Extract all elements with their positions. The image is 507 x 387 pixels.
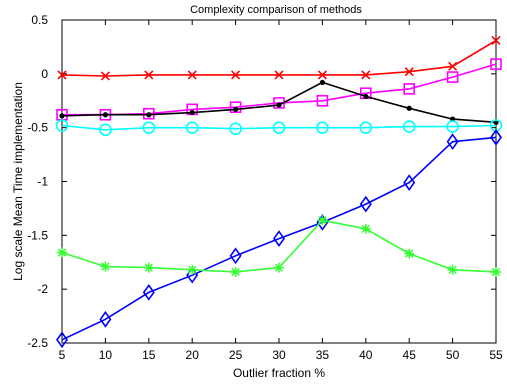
data-point-dot-icon	[102, 112, 108, 118]
y-tick-label: -1.5	[27, 228, 48, 242]
data-point-dot-icon	[233, 106, 239, 112]
data-point-dot-icon	[276, 102, 282, 108]
y-tick-label: 0	[41, 67, 48, 81]
data-point-circle-icon	[99, 123, 112, 137]
data-point-circle-icon	[402, 120, 416, 133]
data-point-circle-icon	[142, 121, 156, 134]
data-point-diamond-icon	[56, 331, 68, 349]
data-point-diamond-icon	[446, 133, 459, 151]
y-tick-label: -1	[37, 175, 48, 189]
data-point-square-icon	[316, 94, 329, 107]
data-point-square-icon	[229, 101, 242, 114]
data-point-circle-icon	[446, 120, 459, 133]
data-point-x-icon	[187, 70, 197, 80]
y-tick-label: -2	[37, 282, 48, 296]
x-tick-label: 25	[229, 348, 243, 362]
data-point-square-icon	[490, 58, 502, 70]
data-point-asterisk-icon	[274, 262, 284, 273]
y-tick-label: 0.5	[31, 13, 48, 27]
x-axis: 5 10 15 20 25 30 35 40 45 50 55	[59, 20, 503, 362]
x-tick-label: 50	[446, 348, 460, 362]
data-point-diamond-icon	[403, 174, 416, 191]
data-point-diamond-icon	[142, 284, 155, 301]
x-tick-label: 35	[316, 348, 330, 362]
data-point-x-icon	[57, 70, 67, 80]
data-point-dot-icon	[146, 112, 152, 118]
data-point-x-icon	[274, 70, 284, 80]
y-tick-label: -2.5	[27, 336, 48, 350]
data-point-circle-icon	[272, 121, 286, 134]
data-point-dot-icon	[450, 116, 456, 122]
data-point-diamond-icon	[490, 128, 502, 146]
x-tick-label: 20	[186, 348, 200, 362]
x-tick-label: 55	[489, 348, 503, 362]
data-point-x-icon	[317, 70, 327, 80]
data-point-x-icon	[361, 70, 371, 80]
series-layer	[55, 35, 503, 349]
data-point-dot-icon	[59, 113, 65, 119]
series-0	[57, 35, 501, 81]
data-point-diamond-icon	[273, 230, 285, 247]
series-5	[57, 215, 501, 277]
x-tick-label: 15	[142, 348, 156, 362]
series-4	[56, 128, 502, 349]
data-point-x-icon	[100, 71, 110, 81]
data-point-x-icon	[491, 35, 501, 46]
data-point-x-icon	[231, 70, 241, 80]
data-point-dot-icon	[406, 105, 412, 111]
data-point-dot-icon	[363, 93, 369, 100]
data-point-x-icon	[404, 67, 414, 77]
data-point-asterisk-icon	[360, 223, 371, 234]
data-point-circle-icon	[316, 121, 329, 134]
data-point-circle-icon	[55, 119, 69, 132]
data-point-diamond-icon	[229, 247, 242, 265]
data-point-circle-icon	[185, 121, 199, 134]
x-tick-label: 5	[59, 348, 66, 362]
y-axis: 0.5 0 -0.5 -1 -1.5 -2 -2.5	[27, 13, 496, 350]
data-point-asterisk-icon	[187, 264, 198, 275]
x-tick-label: 40	[359, 348, 373, 362]
x-tick-label: 45	[403, 348, 417, 362]
x-tick-label: 10	[99, 348, 113, 362]
series-line	[61, 136, 497, 341]
data-point-asterisk-icon	[100, 261, 111, 272]
x-tick-label: 30	[272, 348, 286, 362]
data-point-x-icon	[448, 61, 458, 71]
data-point-asterisk-icon	[404, 248, 415, 259]
data-point-diamond-icon	[99, 310, 112, 328]
y-tick-label: -0.5	[27, 121, 48, 135]
data-point-dot-icon	[189, 109, 195, 116]
data-point-asterisk-icon	[447, 264, 458, 275]
data-point-diamond-icon	[359, 195, 372, 213]
data-point-asterisk-icon	[230, 266, 241, 277]
data-point-circle-icon	[229, 122, 242, 136]
series-3	[55, 119, 503, 137]
data-point-square-icon	[446, 71, 459, 83]
data-point-square-icon	[403, 83, 416, 95]
data-point-asterisk-icon	[143, 262, 154, 273]
data-point-asterisk-icon	[491, 266, 501, 277]
y-axis-label: Log scale Mean Time implementation	[11, 82, 25, 281]
chart-title: Complexity comparison of methods	[190, 4, 362, 16]
x-axis-label: Outlier fraction %	[233, 366, 325, 380]
data-point-asterisk-icon	[57, 247, 67, 258]
data-point-circle-icon	[359, 121, 373, 134]
data-point-asterisk-icon	[317, 215, 328, 226]
data-point-x-icon	[144, 70, 154, 80]
data-point-dot-icon	[319, 79, 325, 86]
series-line	[61, 124, 497, 131]
series-line	[61, 39, 497, 77]
